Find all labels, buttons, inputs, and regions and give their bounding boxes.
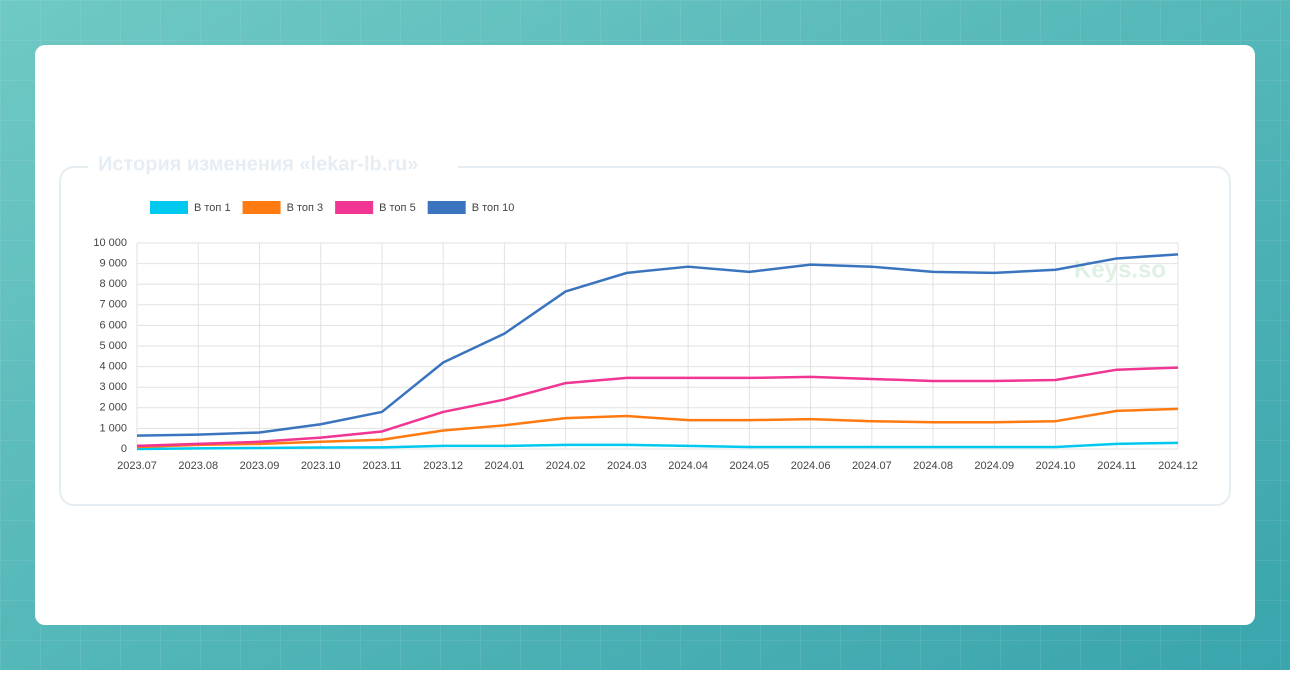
x-tick-label: 2024.10 (1036, 460, 1076, 472)
x-tick-label: 2024.09 (974, 460, 1014, 472)
legend-gap (88, 150, 458, 180)
legend-label: В топ 5 (379, 202, 416, 214)
x-tick-label: 2023.09 (240, 460, 280, 472)
x-tick-label: 2023.10 (301, 460, 341, 472)
x-tick-label: 2024.06 (791, 460, 831, 472)
card (35, 45, 1255, 625)
y-tick-label: 3 000 (99, 381, 127, 393)
x-tick-label: 2024.01 (485, 460, 525, 472)
x-tick-label: 2023.11 (362, 460, 401, 472)
y-tick-label: 4 000 (99, 361, 127, 373)
x-tick-label: 2024.12 (1158, 460, 1198, 472)
chart-title: История изменения «lekar-lb.ru» (98, 153, 418, 175)
legend-label: В топ 1 (194, 202, 231, 214)
x-tick-label: 2024.03 (607, 460, 647, 472)
y-tick-label: 6 000 (99, 319, 127, 331)
x-tick-label: 2024.08 (913, 460, 953, 472)
x-tick-label: 2024.04 (668, 460, 708, 472)
legend-swatch (242, 201, 281, 214)
x-tick-label: 2023.08 (178, 460, 218, 472)
frame (59, 166, 1231, 506)
y-tick-label: 0 (121, 443, 127, 455)
x-tick-label: 2024.05 (729, 460, 769, 472)
x-tick-label: 2024.02 (546, 460, 586, 472)
series-line (136, 253, 1179, 437)
legend-swatch (150, 201, 188, 214)
y-tick-label: 8 000 (99, 278, 127, 290)
x-tick-label: 2024.07 (852, 460, 892, 472)
series-line (136, 407, 1179, 449)
legend-swatch (427, 201, 466, 214)
watermark: Keys.so (1074, 256, 1166, 283)
x-tick-label: 2024.11 (1097, 460, 1136, 472)
series-line (136, 366, 1179, 448)
series-line (136, 441, 1179, 451)
y-tick-label: 5 000 (99, 340, 127, 352)
y-tick-label: 10 000 (93, 237, 127, 249)
y-tick-label: 1 000 (99, 422, 127, 434)
x-tick-label: 2023.12 (423, 460, 463, 472)
x-tick-label: 2023.07 (117, 460, 157, 472)
legend-label: В топ 10 (472, 202, 515, 214)
y-tick-label: 9 000 (99, 258, 127, 270)
y-tick-label: 2 000 (99, 402, 127, 414)
legend-label: В топ 3 (287, 202, 324, 214)
legend-swatch (335, 201, 374, 214)
y-tick-label: 7 000 (99, 299, 127, 311)
